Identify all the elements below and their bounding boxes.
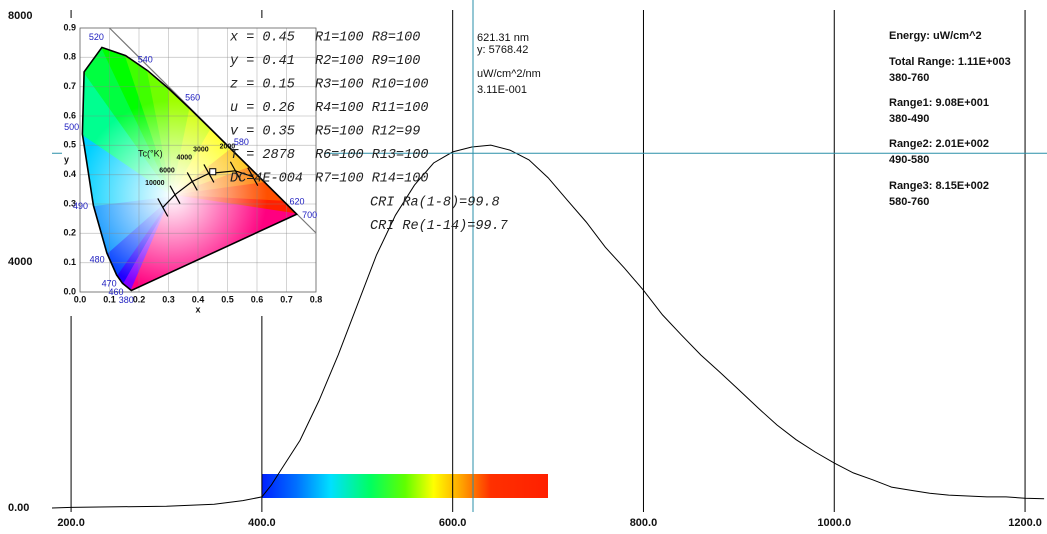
cie-x-tick-label: 0.2 xyxy=(133,294,146,304)
energy-readout: Range2: 2.01E+002 xyxy=(889,138,989,150)
wavelength-label: 520 xyxy=(89,32,104,42)
cie-inset: 0.0 0.1 0.2 0.3 0.4 0.5 0.6 0.7 0.8 0.0 0.1 0.2 0.3 0… xyxy=(62,18,324,316)
cie-y-tick-label: 0.1 xyxy=(63,257,76,267)
cie-x-tick-label: 0.0 xyxy=(74,294,87,304)
isotemp-tick xyxy=(169,185,181,204)
energy-readout: Range1: 9.08E+001 xyxy=(889,97,989,109)
cri-index: R7=100 R14=100 xyxy=(315,172,428,187)
cie-y-tick-label: 0.3 xyxy=(63,198,76,208)
cie-y-tick-label: 0.7 xyxy=(63,81,76,91)
isotemp-tick xyxy=(247,167,259,186)
cri-index: R2=100 R9=100 xyxy=(315,54,420,69)
cri-summary: CRI Ra(1-8)=99.8 xyxy=(370,196,500,211)
cie-x-tick-label: 0.5 xyxy=(221,294,234,304)
cursor-label: 621.31 nm xyxy=(477,32,529,44)
spectrum-line xyxy=(51,144,1045,509)
colorimetry-value: y = 0.41 xyxy=(229,54,295,69)
energy-readout: 380-760 xyxy=(889,72,929,84)
wavelength-label: 480 xyxy=(90,255,105,265)
x-tick-label: 600.0 xyxy=(439,517,467,529)
x-tick-label: 1000.0 xyxy=(817,517,851,529)
cursor-label: uW/cm^2/nm xyxy=(477,68,541,80)
isotemp-tick xyxy=(157,198,169,217)
cursor-label: y: 5768.42 xyxy=(477,44,528,56)
y-tick-label: 0.00 xyxy=(8,502,29,514)
cie-y-tick-label: 0.0 xyxy=(63,286,76,296)
spectrum-bar xyxy=(262,474,548,498)
y-tick-label: 4000 xyxy=(8,256,32,268)
wavelength-label: 620 xyxy=(289,197,304,207)
cie-x-tick-label: 0.1 xyxy=(103,294,116,304)
gamut-fill xyxy=(82,47,297,291)
cie-x-label: x xyxy=(195,304,200,314)
white-glow xyxy=(82,100,268,291)
energy-readout: 380-490 xyxy=(889,113,929,125)
cie-x-tick-label: 0.6 xyxy=(251,294,264,304)
wavelength-label: 470 xyxy=(102,278,117,288)
cri-index: R3=100 R10=100 xyxy=(315,78,428,93)
colorimetry-value: x = 0.45 xyxy=(229,31,295,46)
energy-readout: 490-580 xyxy=(889,154,929,166)
cct-title: Tc(°K) xyxy=(138,148,163,158)
energy-readout: Energy: uW/cm^2 xyxy=(889,30,982,42)
colorimetry-value: v = 0.35 xyxy=(230,125,295,140)
colorimetry-value: u = 0.26 xyxy=(230,101,295,116)
wavelength-label: 540 xyxy=(138,54,153,64)
cie-x-tick-label: 0.4 xyxy=(192,294,205,304)
cie-x-tick-label: 0.8 xyxy=(310,294,323,304)
energy-readout: Range3: 8.15E+002 xyxy=(889,180,989,192)
cri-index: R4=100 R11=100 xyxy=(315,101,428,116)
colorimetry-value: T = 2878 xyxy=(230,148,295,163)
wavelength-label: 380 xyxy=(119,295,134,305)
cct-label: 6000 xyxy=(159,168,175,175)
cie-y-tick-label: 0.4 xyxy=(63,169,76,179)
x-tick-label: 1200.0 xyxy=(1008,517,1042,529)
colorimetry-value: DC=4E-004 xyxy=(230,172,303,187)
readouts: 621.31 nmy: 5768.42 uW/cm^2/nm 3.11E-001 En… xyxy=(229,30,1011,234)
cie-frame xyxy=(79,27,317,293)
wavelength-label: 580 xyxy=(234,137,249,147)
cct-label: 4000 xyxy=(176,154,192,161)
wavelength-label: 560 xyxy=(185,92,200,102)
chromaticity-point xyxy=(209,168,217,176)
cct-label: 10000 xyxy=(145,180,165,187)
cie-y-tick-label: 0.2 xyxy=(63,228,76,238)
wavelength-label: 460 xyxy=(109,287,124,297)
cie-y-tick-label: 0.8 xyxy=(63,52,76,62)
energy-readout: 580-760 xyxy=(889,196,929,208)
cct-label: 3000 xyxy=(193,146,209,153)
planckian-locus xyxy=(162,170,253,208)
wavelength-label: 490 xyxy=(73,201,88,211)
cie-y-tick-label: 0.6 xyxy=(63,110,76,120)
cct-label: 2000 xyxy=(220,144,236,151)
wavelength-label: 700 xyxy=(302,210,317,220)
x-tick-label: 400.0 xyxy=(248,517,276,529)
y-tick-label: 8000 xyxy=(8,10,32,22)
isotemp-tick xyxy=(203,164,215,183)
cri-index: R1=100 R8=100 xyxy=(315,31,420,46)
cie-x-tick-label: 0.7 xyxy=(280,294,293,304)
x-tick-label: 800.0 xyxy=(630,517,658,529)
cursor-label: 3.11E-001 xyxy=(477,84,527,96)
isotemp-tick xyxy=(229,161,241,181)
x-tick-label: 200.0 xyxy=(57,517,85,529)
cie-y-label: y xyxy=(64,154,69,164)
cie-y-tick-label: 0.9 xyxy=(63,22,76,32)
cie-x-tick-label: 0.3 xyxy=(162,294,175,304)
cri-summary: CRI Re(1-14)=99.7 xyxy=(370,219,509,234)
cri-index: R5=100 R12=99 xyxy=(315,125,420,140)
spectral-locus xyxy=(81,46,299,292)
wavelength-label: 500 xyxy=(64,122,79,132)
cie-y-tick-label: 0.5 xyxy=(63,140,76,150)
colorimetry-value: z = 0.15 xyxy=(230,78,295,93)
energy-readout: Total Range: 1.11E+003 xyxy=(889,56,1011,68)
isotemp-tick xyxy=(186,172,198,191)
cri-index: R6=100 R13=100 xyxy=(315,148,428,163)
